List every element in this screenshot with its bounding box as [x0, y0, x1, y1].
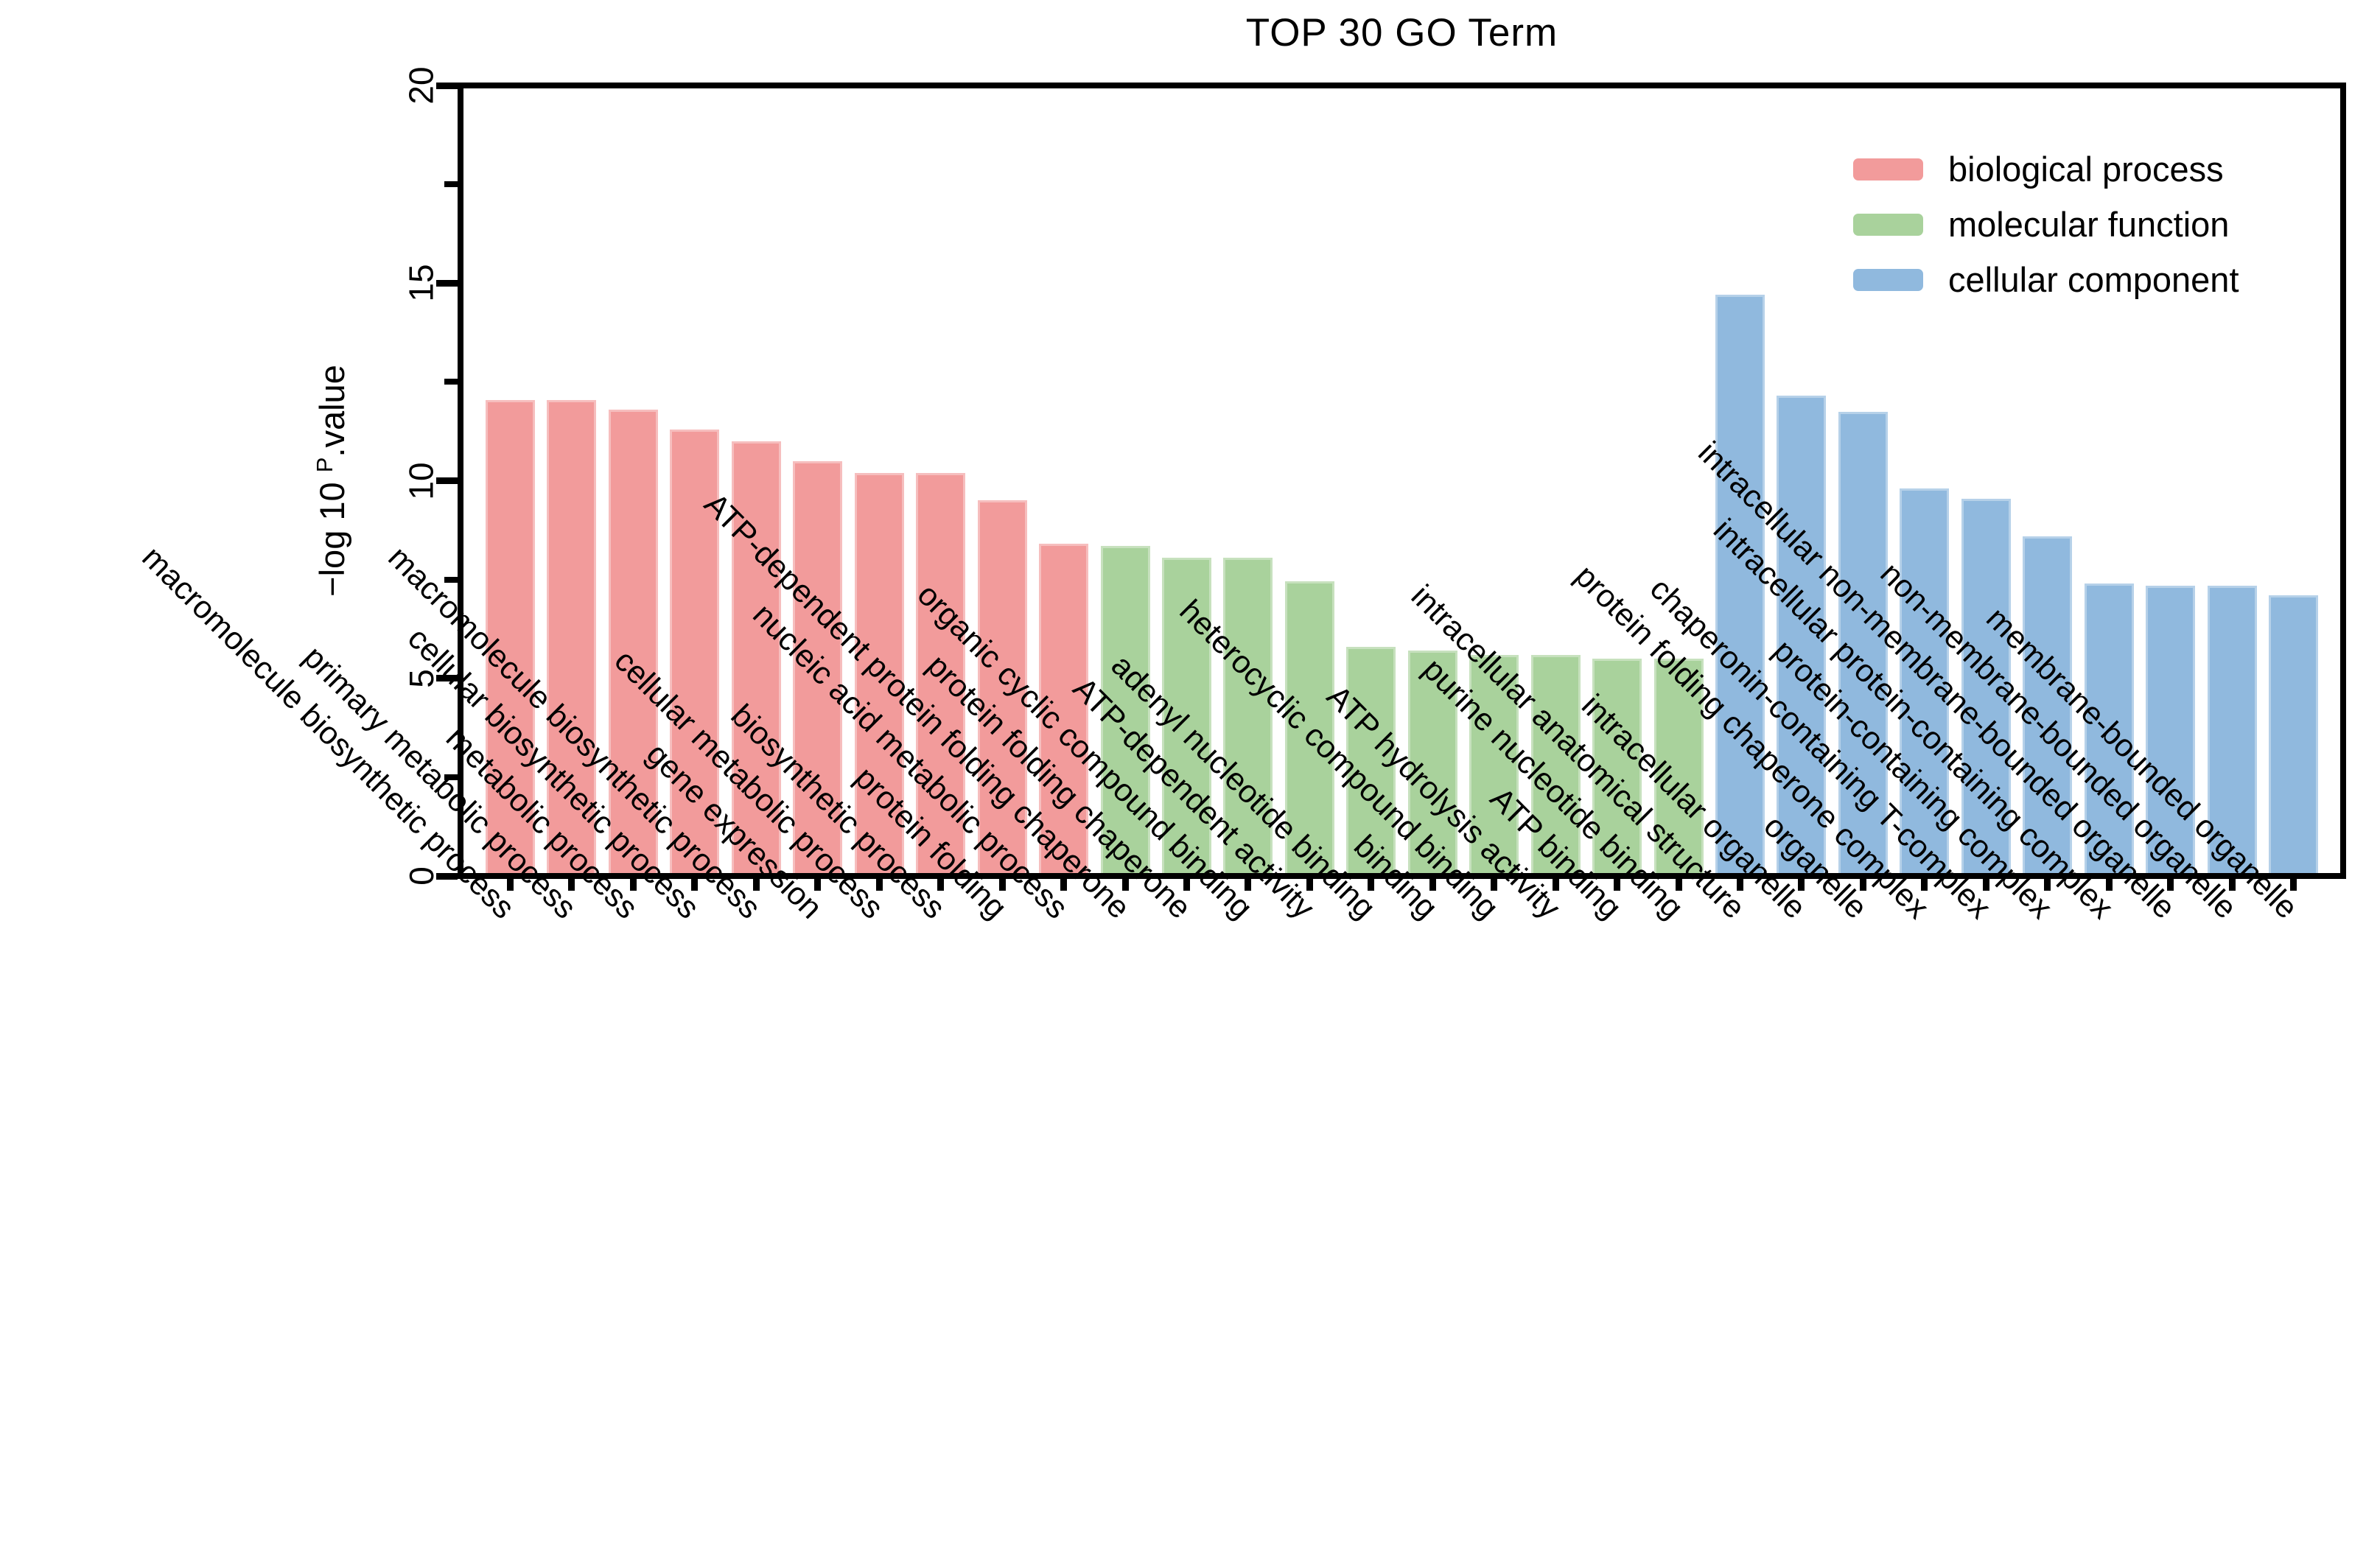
y-tick-major: [436, 279, 458, 287]
bar: [1777, 396, 1827, 876]
y-tick-label: 10: [402, 461, 441, 500]
bar: [731, 441, 781, 876]
bar: [1407, 651, 1457, 876]
x-tick: [1982, 879, 1989, 891]
x-tick: [1060, 879, 1068, 891]
x-tick: [2105, 879, 2113, 891]
bar: [1715, 295, 1765, 876]
bar: [1284, 581, 1334, 876]
x-tick: [814, 879, 822, 891]
bar: [1961, 498, 2011, 876]
y-tick-label: 20: [402, 66, 441, 105]
bar: [2084, 584, 2134, 876]
y-axis-title-superscript: P: [311, 457, 337, 473]
legend-item-molecular-function: molecular function: [1853, 197, 2239, 252]
y-tick-major: [436, 82, 458, 89]
x-tick: [1368, 879, 1375, 891]
legend-swatch-molecular-function: [1853, 213, 1923, 236]
y-tick-major: [436, 872, 458, 880]
bar: [1838, 411, 1888, 876]
bar: [1161, 558, 1211, 876]
x-tick: [1121, 879, 1129, 891]
x-tick: [1614, 879, 1621, 891]
x-tick: [568, 879, 575, 891]
x-tick: [2290, 879, 2297, 891]
x-tick: [1859, 879, 1866, 891]
x-tick: [1429, 879, 1436, 891]
y-tick-minor: [444, 774, 458, 780]
x-tick: [1552, 879, 1559, 891]
bar: [670, 429, 720, 876]
x-tick: [2228, 879, 2236, 891]
x-tick: [1675, 879, 1682, 891]
bar: [547, 399, 597, 876]
bar: [1653, 658, 1704, 876]
bar: [2146, 585, 2196, 876]
x-tick: [1306, 879, 1313, 891]
x-tick: [2044, 879, 2051, 891]
bar: [1223, 558, 1273, 876]
chart-title: TOP 30 GO Term: [1245, 11, 1558, 55]
bar: [608, 409, 658, 876]
y-tick-major: [436, 477, 458, 484]
bar: [854, 472, 904, 876]
bar: [486, 399, 535, 876]
x-tick: [998, 879, 1006, 891]
bar: [1469, 654, 1519, 876]
legend-swatch-cellular-component: [1853, 268, 1923, 291]
bar: [1900, 488, 1950, 876]
x-tick: [629, 879, 637, 891]
y-axis-title-prefix: −log 10: [312, 472, 351, 597]
bar: [1346, 646, 1396, 876]
y-axis-title-text: −log 10 P.value: [312, 365, 352, 597]
legend-label: cellular component: [1948, 260, 2239, 299]
legend-swatch-biological-process: [1853, 158, 1923, 181]
x-tick: [1737, 879, 1743, 891]
legend-label: biological process: [1948, 150, 2224, 189]
bar: [793, 460, 843, 876]
x-tick: [752, 879, 760, 891]
x-tick: [691, 879, 699, 891]
bar: [1530, 654, 1581, 876]
plot-frame: [458, 83, 2346, 879]
y-axis-title-suffix: .value: [312, 365, 351, 458]
bar: [916, 472, 966, 876]
x-tick: [875, 879, 883, 891]
y-tick-minor: [444, 379, 458, 385]
legend-item-biological-process: biological process: [1853, 141, 2239, 197]
bar: [2207, 585, 2257, 876]
bar: [2023, 536, 2073, 876]
bar: [2269, 595, 2319, 876]
bar: [1592, 658, 1642, 876]
legend-item-cellular-component: cellular component: [1853, 252, 2239, 307]
bar: [1039, 544, 1089, 876]
y-tick-minor: [444, 181, 458, 188]
x-tick: [1798, 879, 1805, 891]
x-tick: [937, 879, 945, 891]
bar: [1100, 546, 1150, 876]
legend: biological process molecular function ce…: [1853, 141, 2239, 307]
x-tick: [1491, 879, 1498, 891]
y-tick-major: [436, 675, 458, 682]
x-tick: [507, 879, 514, 891]
y-tick-minor: [444, 576, 458, 583]
legend-label: molecular function: [1948, 205, 2230, 244]
x-tick: [2167, 879, 2174, 891]
bar: [977, 500, 1027, 876]
y-tick-label: 15: [402, 264, 441, 302]
x-tick: [1183, 879, 1190, 891]
x-tick: [1245, 879, 1252, 891]
x-tick: [1921, 879, 1928, 891]
